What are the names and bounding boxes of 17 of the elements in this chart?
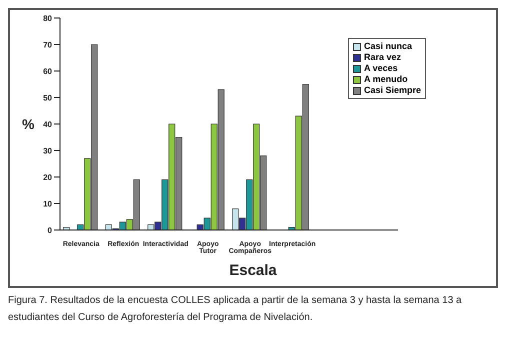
y-tick-label: 30 [43,146,53,156]
y-tick-label: 0 [48,226,53,235]
y-tick-label: 40 [43,120,53,129]
y-tick-label: 70 [43,40,53,50]
legend-label: A veces [362,63,399,74]
y-axis-title: % [22,116,35,132]
y-tick-label: 60 [43,66,53,76]
y-tick-label: 20 [43,172,53,182]
y-tick-label: 50 [43,93,53,102]
legend-label: Rara vez [362,52,402,63]
x-axis-title: Escala [228,262,278,279]
y-tick-label: 80 [43,14,53,23]
text: Figura 7. Resultados de la encuesta COLLES aplicada a partir de la semana 3 y hasta la semana 13 a estudiantes del Curso de Agroforestería del Programa de Nivelación. [8,294,463,325]
y-tick-label: 10 [43,199,53,208]
legend-label: Casi nunca [362,41,413,52]
legend-label: Casi Siempre [362,85,421,96]
legend-label: A menudo [362,74,409,85]
